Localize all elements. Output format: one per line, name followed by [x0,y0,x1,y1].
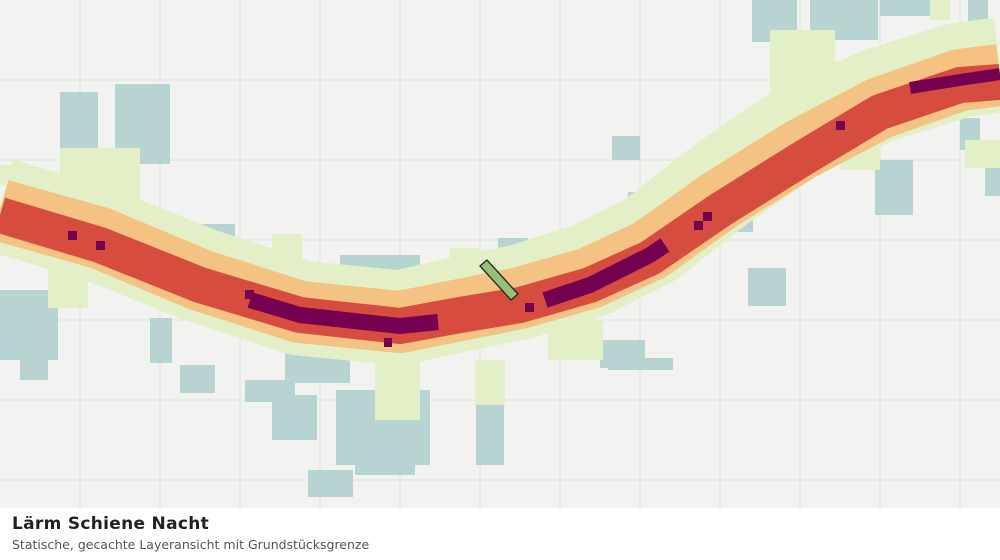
noise-bands [0,17,1000,366]
map [0,0,1000,508]
legend-title: Lärm Schiene Nacht [12,514,210,534]
noise-zone-spots [68,121,845,347]
legend: Lärm Schiene Nacht Statische, gecachte L… [0,508,1000,560]
parcel-boundary[interactable] [479,259,519,301]
noise-zone-very-high [542,238,670,308]
legend-subtitle: Statische, gecachte Layeransicht mit Gru… [12,537,370,552]
noise-zone-very-high [247,292,439,334]
noise-zone-very-high [909,68,1000,94]
